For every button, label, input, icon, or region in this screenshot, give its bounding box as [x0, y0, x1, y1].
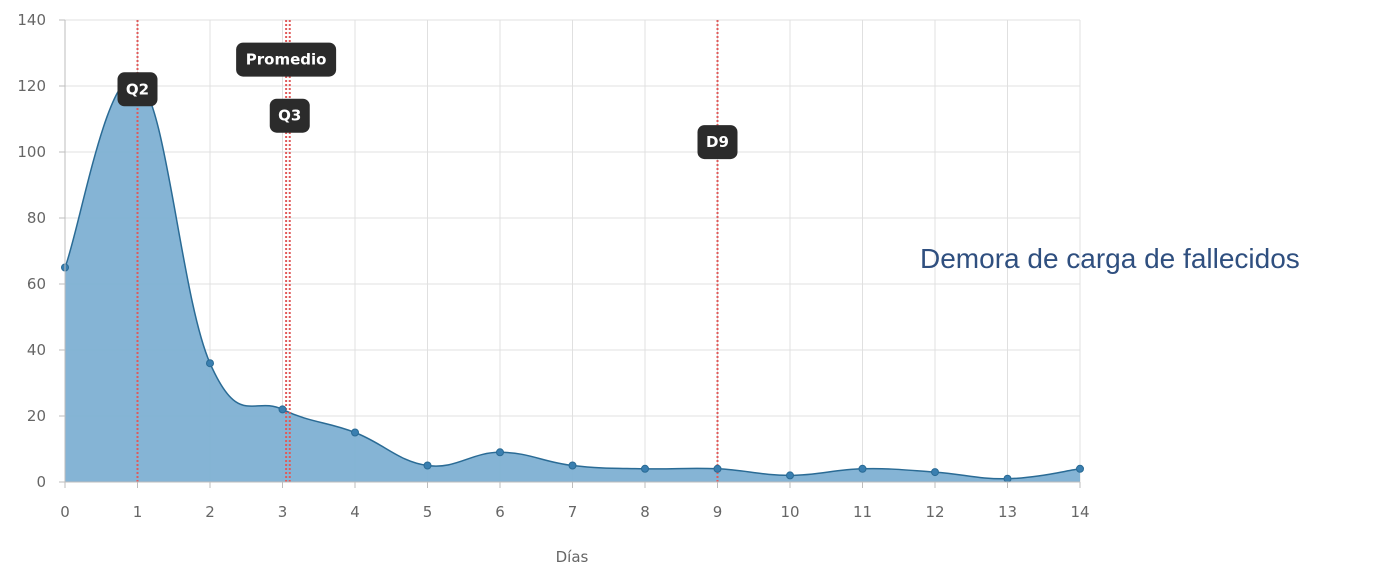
- x-tick-label: 3: [278, 503, 288, 521]
- data-point-7: [568, 461, 577, 470]
- x-axis-title: Días: [556, 548, 589, 566]
- data-point-6: [496, 448, 504, 457]
- marker-label-text: Q2: [126, 80, 149, 98]
- marker-label-bg: [269, 98, 310, 133]
- y-tick-label: 0: [36, 473, 46, 491]
- marker-label-text: Promedio: [246, 51, 327, 69]
- x-tick-label: 8: [640, 503, 650, 521]
- y-tick-label: 140: [17, 11, 46, 29]
- marker-label-d9: D9: [697, 125, 738, 160]
- data-point-9: [713, 464, 722, 473]
- y-tick-label: 40: [27, 341, 46, 359]
- x-tick-label: 7: [568, 503, 578, 521]
- grid-lines: [64, 19, 1081, 483]
- y-tick-label: 80: [27, 209, 46, 227]
- data-point-2: [206, 359, 214, 368]
- x-tick-label: 11: [853, 503, 872, 521]
- data-point-3: [278, 405, 287, 414]
- data-point-5: [423, 461, 432, 470]
- x-tick-label: 5: [423, 503, 433, 521]
- y-tick-label: 120: [17, 77, 46, 95]
- y-tick-label: 100: [17, 143, 46, 161]
- x-tick-label: 6: [495, 503, 505, 521]
- y-tick-label: 60: [27, 275, 46, 293]
- marker-label-bg: [697, 125, 738, 160]
- chart-title: Demora de carga de fallecidos: [920, 243, 1300, 274]
- x-tick-label: 13: [998, 503, 1017, 521]
- x-tick-label: 10: [780, 503, 799, 521]
- marker-label-q2: Q2: [117, 72, 158, 107]
- x-tick-label: 4: [350, 503, 360, 521]
- marker-label-text: D9: [706, 133, 729, 151]
- data-point-10: [786, 471, 794, 480]
- marker-label-q3: Q3: [269, 98, 310, 133]
- x-tick-label: 0: [60, 503, 70, 521]
- x-tick-label: 1: [133, 503, 143, 521]
- data-point-8: [641, 464, 649, 473]
- x-tick-label: 14: [1070, 503, 1089, 521]
- area-fill: [65, 77, 1080, 483]
- y-tick-label: 20: [27, 407, 46, 425]
- marker-label-bg: [117, 72, 158, 107]
- marker-label-text: Q3: [278, 107, 301, 125]
- data-point-4: [351, 428, 359, 437]
- data-point-14: [1076, 464, 1084, 473]
- data-point-11: [858, 464, 867, 473]
- data-point-12: [931, 468, 939, 477]
- marker-labels: Q2 Promedio Q3 D9: [117, 42, 738, 160]
- data-point-13: [1003, 474, 1012, 483]
- marker-label-promedio: Promedio: [236, 42, 337, 77]
- x-tick-label: 9: [713, 503, 723, 521]
- axes: [59, 19, 1081, 488]
- x-tick-label: 12: [925, 503, 944, 521]
- marker-label-bg: [236, 42, 337, 77]
- x-tick-label: 2: [205, 503, 215, 521]
